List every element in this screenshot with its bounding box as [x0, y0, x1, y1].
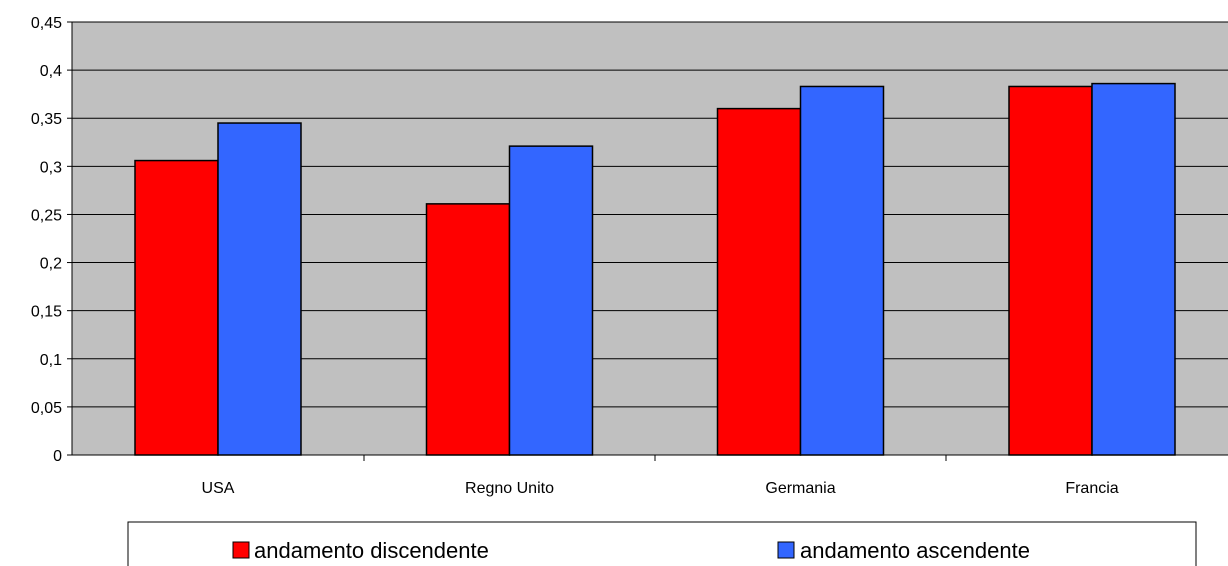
bar-ascendente-francia [1091, 82, 1176, 456]
x-tick-label: USA [202, 480, 235, 497]
legend-box [127, 521, 1197, 566]
y-tick-label: 0,35 [31, 111, 62, 128]
bar-discendente-germania [716, 107, 802, 456]
x-tick-label: Francia [1065, 480, 1118, 497]
y-tick-label: 0,4 [40, 63, 62, 80]
bar-discendente-usa [134, 159, 219, 456]
legend-label-ascendente: andamento ascendente [800, 538, 1030, 563]
y-tick-label: 0 [53, 448, 62, 465]
bar-ascendente-usa [217, 122, 302, 456]
bar-ascendente-regno-unito [508, 145, 594, 456]
legend: andamento discendente andamento ascenden… [127, 521, 1197, 566]
x-tick-label: Germania [765, 480, 835, 497]
bar-discendente-francia [1008, 85, 1093, 456]
y-ticks: 0 0,05 0,1 0,15 0,2 0,25 0,3 0,35 0,4 0,45 [31, 15, 72, 465]
legend-swatch-discendente [232, 541, 250, 559]
bars [134, 82, 1176, 456]
y-tick-label: 0,1 [40, 352, 62, 369]
bar-discendente-regno-unito [425, 203, 511, 456]
y-tick-label: 0,15 [31, 304, 62, 321]
bar-ascendente-germania [799, 85, 885, 456]
y-tick-label: 0,05 [31, 400, 62, 417]
y-tick-label: 0,2 [40, 256, 62, 273]
y-tick-label: 0,25 [31, 207, 62, 224]
legend-swatch-ascendente [777, 541, 795, 559]
legend-label-discendente: andamento discendente [254, 538, 489, 563]
y-tick-label: 0,3 [40, 159, 62, 176]
x-tick-label: Regno Unito [465, 480, 554, 497]
y-tick-label: 0,45 [31, 15, 62, 32]
x-ticks: USA Regno Unito Germania Francia [202, 455, 1119, 497]
